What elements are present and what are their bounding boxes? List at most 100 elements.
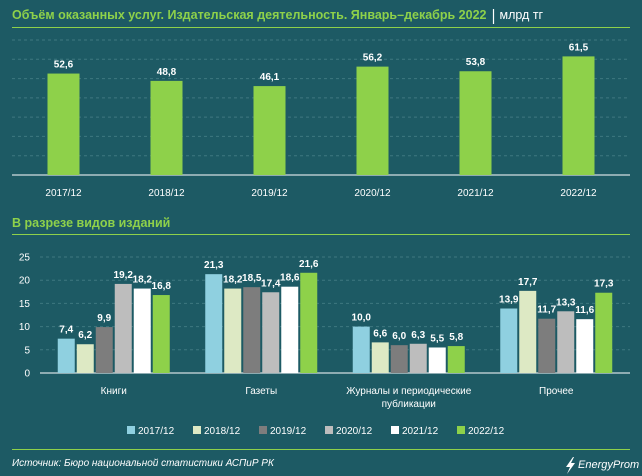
category-label: 2018/12 [148,188,185,199]
category-label: 2019/12 [251,188,288,199]
data-label: 53,8 [466,57,486,68]
chart2-y-ticks: 0 5 10 15 20 25 [19,253,31,380]
bar [538,318,556,373]
category-label: Журналы и периодические [346,386,471,397]
data-label: 11,6 [575,305,594,316]
data-label: 18,2 [223,275,243,286]
y-tick-label: 10 [19,322,31,333]
bar [500,308,518,373]
section-title: В разрезе видов изданий [12,216,170,230]
brand-logo: EnergyProm [578,459,639,471]
data-label: 19,2 [114,270,134,281]
data-label: 9,9 [97,313,111,324]
data-label: 21,6 [299,259,319,270]
bar [47,73,80,175]
category-label: 2020/12 [354,188,391,199]
legend-swatch [127,426,135,434]
data-label: 6,2 [78,330,92,341]
bar [409,343,427,373]
data-label: 46,1 [260,72,280,83]
data-label: 17,7 [518,277,538,288]
data-label: 6,6 [373,328,387,339]
data-label: 18,5 [242,273,262,284]
data-label: 17,4 [261,278,281,289]
bar [562,56,595,176]
category-label: Книги [101,386,127,397]
legend-swatch [193,426,201,434]
bar [281,286,299,373]
data-label: 52,6 [54,60,74,71]
bar [557,311,575,373]
bar [356,66,389,175]
bar [243,287,261,373]
bar [447,346,465,373]
bar [114,283,132,373]
legend-swatch [391,426,399,434]
chart2-legend: 2017/12 2018/12 2019/12 2020/12 2021/12 2022/… [127,426,505,437]
data-label: 7,4 [59,325,73,336]
y-tick-label: 15 [19,299,31,310]
data-label: 16,8 [152,281,172,292]
legend-label: 2019/12 [270,426,307,437]
data-label: 6,3 [411,330,425,341]
bar [133,288,151,373]
legend-label: 2020/12 [336,426,373,437]
chart1-category-labels: 2017/12 2018/12 2019/12 2020/12 2021/12 2022/… [45,188,597,199]
bar [519,290,537,373]
chart2-value-labels: 7,46,29,919,2 18,216,821,318,2 18,5 17,418,… [59,259,614,345]
bar [595,292,613,373]
lightning-bolt-icon [566,457,575,474]
data-label: 10,0 [352,313,372,324]
bar [300,272,318,373]
category-label: публикации [382,398,436,410]
data-label: 18,6 [280,273,300,284]
data-label: 17,3 [594,279,614,290]
y-tick-label: 0 [24,369,30,380]
data-label: 48,8 [157,67,177,78]
source-note: Источник: Бюро национальной статистики А… [12,458,275,469]
y-tick-label: 25 [19,253,31,264]
category-label: 2022/12 [560,188,597,199]
legend-swatch [325,426,333,434]
bar [205,274,223,373]
data-label: 56,2 [363,53,383,64]
bar [371,342,389,373]
category-label: 2017/12 [45,188,82,199]
bar [459,71,492,175]
category-label: Прочее [539,386,574,397]
bar [576,319,594,373]
bar [57,338,75,373]
chart1-bars [47,56,595,176]
y-tick-label: 20 [19,276,31,287]
total-volume-chart: 52,648,8 46,156,2 53,861,5 2017/12 2018/12 2… [12,39,630,199]
chart-unit: млрд тг [500,8,544,22]
data-label: 13,9 [499,295,519,306]
bar [224,288,242,373]
legend-label: 2018/12 [204,426,241,437]
bar [352,326,370,373]
data-label: 5,5 [430,333,444,344]
legend-swatch [457,426,465,434]
legend-label: 2017/12 [138,426,175,437]
data-label: 5,8 [449,332,463,343]
chart2-bars [57,272,613,373]
data-label: 18,2 [133,275,153,286]
bar [390,345,408,373]
data-label: 13,3 [556,297,576,308]
data-label: 6,0 [392,331,406,342]
data-label: 11,7 [537,305,556,316]
chart1-gridlines [12,39,630,176]
chart2-category-labels: Книги Газеты Журналы и периодическиепублик… [101,386,574,410]
category-label: 2021/12 [457,188,494,199]
footer-rule [12,449,630,450]
bar [262,292,280,373]
legend-label: 2021/12 [402,426,439,437]
category-label: Газеты [245,386,277,397]
section-underline [12,234,630,235]
bar [428,347,446,373]
chart-title: Объём оказанных услуг. Издательская деят… [12,8,487,22]
bar [152,295,170,373]
legend-swatch [259,426,267,434]
